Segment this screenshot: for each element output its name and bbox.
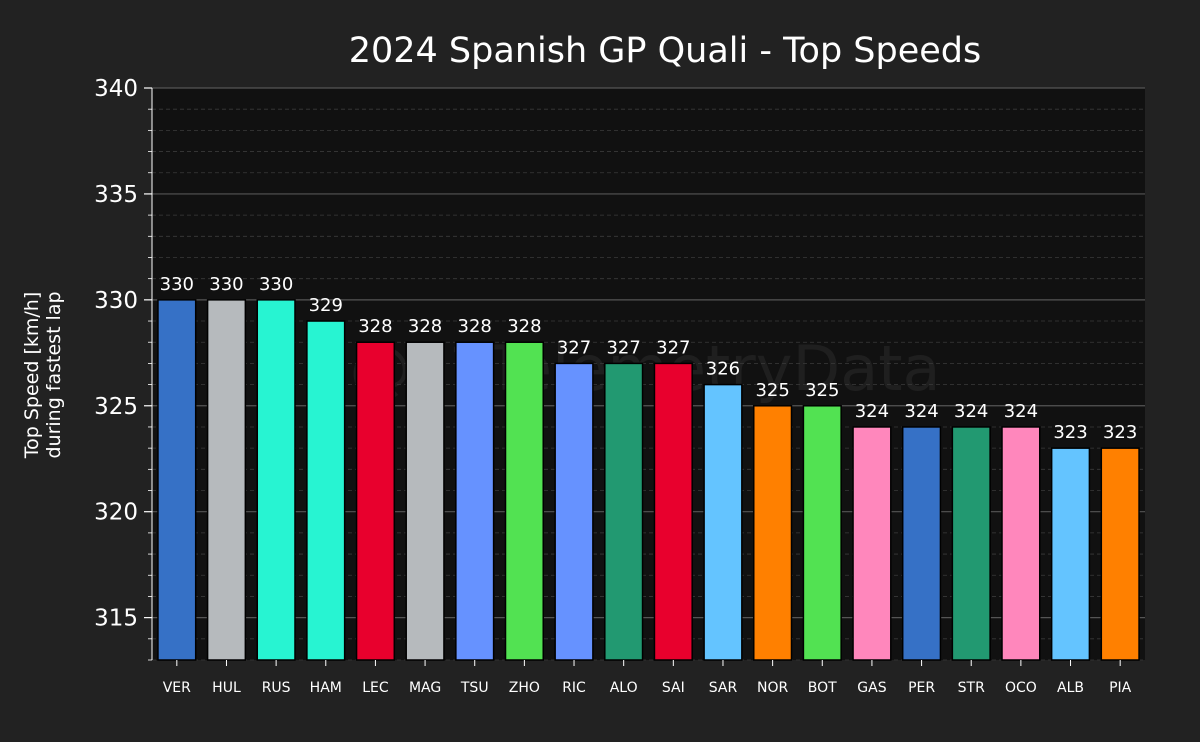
x-tick-label: PER <box>908 680 935 696</box>
bar-hul <box>206 299 247 661</box>
value-label: 327 <box>557 337 591 358</box>
x-tick-label: MAG <box>409 680 441 696</box>
y-tick-label: 340 <box>94 76 138 102</box>
x-tick-label: OCO <box>1005 680 1037 696</box>
value-label: 324 <box>855 401 889 422</box>
value-labels: 330 330 330 329 328 328 328 328 327 327 327 326 325 3… <box>160 274 1138 443</box>
y-axis-label-line-2: during fastest lap <box>43 291 65 458</box>
value-label: 325 <box>805 380 839 401</box>
bar-ham <box>306 320 346 661</box>
x-tick-label: RUS <box>262 680 291 696</box>
bar-bot <box>802 405 842 661</box>
y-axis: 315 320 325 330 335 340 <box>94 76 153 661</box>
bar-tsu <box>455 341 495 661</box>
bar-oco <box>1001 426 1041 661</box>
value-label: 327 <box>656 337 690 358</box>
x-axis: VER HUL RUS HAM LEC MAG TSU ZHO RIC ALO SAI SAR NOR B… <box>163 660 1132 696</box>
x-tick-label: SAR <box>709 680 738 696</box>
x-tick-label: VER <box>163 680 191 696</box>
x-tick-label: BOT <box>808 680 837 696</box>
value-label: 323 <box>1053 422 1087 443</box>
x-tick-label: TSU <box>460 680 489 696</box>
x-tick-label: LEC <box>362 680 389 696</box>
value-label: 324 <box>954 401 988 422</box>
value-label: 328 <box>358 316 392 337</box>
bars <box>157 299 1140 661</box>
value-label: 327 <box>606 337 640 358</box>
value-label: 328 <box>458 316 492 337</box>
bar-gas <box>852 426 892 661</box>
bar-alb <box>1050 447 1091 661</box>
bar-per <box>901 426 942 661</box>
value-label: 330 <box>160 274 194 295</box>
x-tick-label: ALB <box>1057 680 1084 696</box>
x-tick-label: HAM <box>310 680 342 696</box>
value-label: 330 <box>209 274 243 295</box>
bar-alo <box>604 362 644 661</box>
bar-rus <box>256 299 296 661</box>
value-label: 324 <box>904 401 938 422</box>
bar-mag <box>405 341 445 661</box>
x-tick-label: ZHO <box>509 680 540 696</box>
bar-ver <box>157 299 197 661</box>
bar-nor <box>753 405 793 661</box>
value-label: 328 <box>507 316 541 337</box>
value-label: 329 <box>309 295 343 316</box>
y-tick-label: 330 <box>94 288 138 314</box>
x-tick-label: NOR <box>757 680 788 696</box>
value-label: 324 <box>1004 401 1038 422</box>
value-label: 330 <box>259 274 293 295</box>
value-label: 325 <box>755 380 789 401</box>
y-tick-label: 320 <box>94 500 138 526</box>
bar-zho <box>504 341 544 661</box>
value-label: 323 <box>1103 422 1137 443</box>
y-tick-label: 335 <box>94 182 138 208</box>
value-label: 328 <box>408 316 442 337</box>
x-tick-label: HUL <box>212 680 241 696</box>
y-axis-label-line-1: Top Speed [km/h] <box>21 292 43 459</box>
watermark: @F1TelemetryData <box>349 332 940 405</box>
x-tick-label: RIC <box>562 680 586 696</box>
x-tick-label: PIA <box>1109 680 1132 696</box>
bar-lec <box>355 341 396 661</box>
value-label: 326 <box>706 359 740 380</box>
bar-ric <box>554 362 594 661</box>
x-tick-label: SAI <box>662 680 685 696</box>
bar-pia <box>1100 447 1140 661</box>
chart-title: 2024 Spanish GP Quali - Top Speeds <box>349 31 982 71</box>
bar-sai <box>653 362 693 661</box>
bar-str <box>951 426 991 661</box>
x-tick-label: GAS <box>857 680 886 696</box>
y-tick-label: 315 <box>94 606 138 632</box>
x-tick-label: STR <box>958 680 985 696</box>
bar-sar <box>703 383 743 661</box>
x-tick-label: ALO <box>610 680 638 696</box>
y-tick-label: 325 <box>94 394 138 420</box>
